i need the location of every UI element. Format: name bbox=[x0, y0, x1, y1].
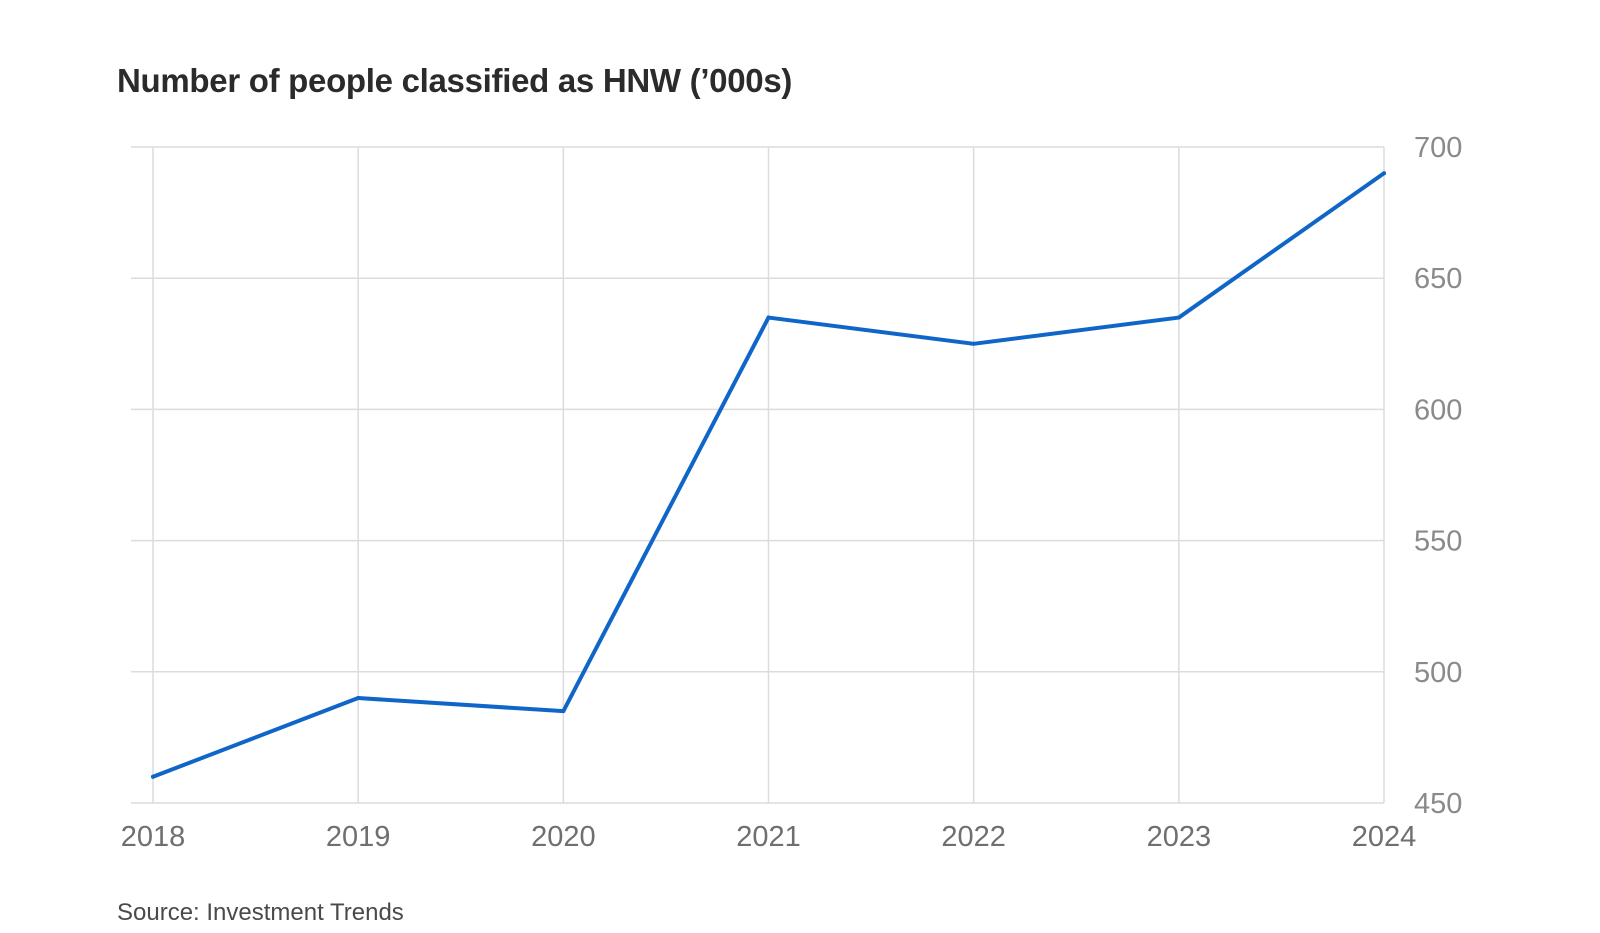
data-point bbox=[1176, 315, 1181, 320]
chart-title: Number of people classified as HNW (’000… bbox=[117, 62, 793, 99]
y-tick-label: 450 bbox=[1414, 788, 1462, 820]
data-point bbox=[356, 696, 361, 701]
grid-lines bbox=[131, 146, 1385, 804]
source-note: Source: Investment Trends bbox=[117, 899, 404, 926]
x-axis-ticks: 2018 2019 2020 2021 2022 2023 2024 bbox=[121, 821, 1417, 853]
x-tick-label: 2020 bbox=[531, 821, 596, 853]
x-tick-label: 2018 bbox=[121, 821, 186, 853]
x-tick-label: 2021 bbox=[736, 821, 801, 853]
x-tick-label: 2023 bbox=[1147, 821, 1212, 853]
series-group bbox=[151, 171, 1386, 779]
data-point bbox=[766, 315, 771, 320]
data-point bbox=[561, 709, 566, 714]
y-axis-ticks: 450 500 550 600 650 700 bbox=[1414, 132, 1462, 820]
x-tick-label: 2022 bbox=[941, 821, 1006, 853]
data-point bbox=[971, 341, 976, 346]
y-tick-label: 500 bbox=[1414, 657, 1462, 689]
x-tick-label: 2019 bbox=[326, 821, 391, 853]
y-tick-label: 650 bbox=[1414, 263, 1462, 295]
data-point bbox=[151, 774, 155, 779]
y-tick-label: 700 bbox=[1414, 132, 1462, 164]
y-tick-label: 550 bbox=[1414, 526, 1462, 558]
x-tick-label: 2024 bbox=[1352, 821, 1417, 853]
y-tick-label: 600 bbox=[1414, 394, 1462, 426]
data-point bbox=[1382, 171, 1386, 176]
